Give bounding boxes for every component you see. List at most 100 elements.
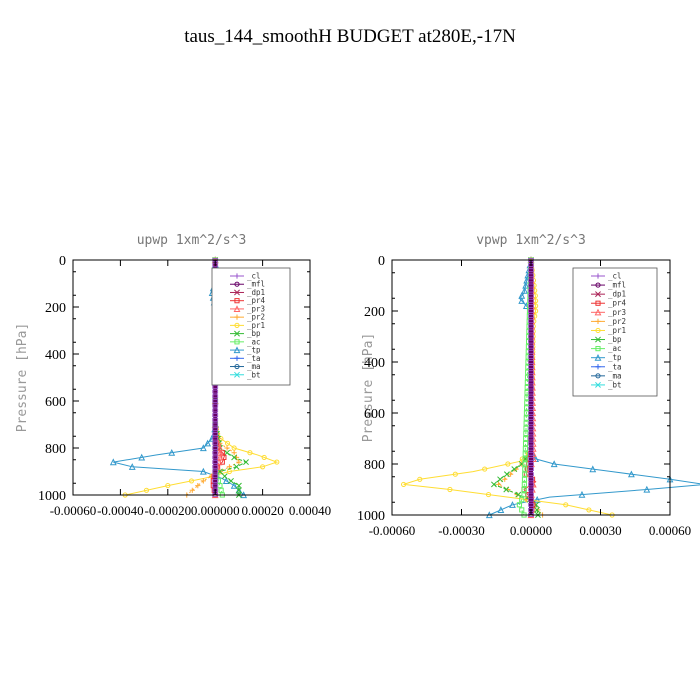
data-point-pr1 (165, 483, 171, 489)
legend-label-ac: _ac (247, 337, 261, 346)
data-point-pr1 (482, 466, 488, 472)
legend-label-dp1: _dp1 (608, 290, 626, 299)
legend-label-bp: _bp (608, 335, 622, 344)
data-point-pr1 (401, 481, 407, 487)
data-point-bp (233, 463, 240, 470)
legend-box (211, 267, 291, 386)
data-point-bp (228, 477, 234, 484)
x-tick-label: 0.000000 (191, 503, 240, 518)
data-point-cl (528, 456, 534, 461)
data-point-ac (522, 446, 528, 452)
data-point-pr2 (535, 507, 541, 513)
data-point-cl (212, 441, 219, 446)
data-point-tp (643, 485, 651, 493)
legend-label-ac: _ac (608, 344, 622, 353)
data-point-cl (212, 446, 219, 450)
data-point-ac (523, 425, 529, 431)
data-point-cl (528, 319, 534, 324)
x-tick-label: -0.00020 (145, 503, 192, 518)
data-point-cl (528, 421, 534, 426)
y-tick-label: 200 (45, 301, 66, 316)
legend-marker-mfl (234, 281, 240, 287)
panel-title: upwp 1xm^2/s^3 (137, 233, 247, 248)
legend-marker-ma (595, 373, 601, 379)
legend-label-pr1: _pr1 (608, 326, 626, 335)
x-tick-label: -0.00060 (50, 503, 97, 518)
data-point-cl (528, 344, 534, 349)
data-point-cl (528, 349, 534, 354)
legend-marker-tp (594, 353, 602, 361)
legend-label-ta: _ta (608, 362, 622, 371)
data-point-tp (199, 444, 207, 452)
legend-label-bt: _bt (608, 380, 622, 389)
legend-marker-ta (234, 355, 240, 361)
data-point-tp (168, 448, 176, 456)
y-tick-label: 1000 (38, 489, 66, 504)
legend-label-mfl: _mfl (608, 281, 626, 290)
data-point-pr1 (188, 478, 195, 484)
legend-label-ma: _ma (608, 371, 622, 380)
data-point-bp (534, 506, 540, 513)
data-point-pr1 (417, 476, 423, 482)
data-point-cl (528, 303, 534, 308)
data-point-pr2 (502, 476, 508, 482)
data-point-cl (212, 427, 219, 432)
data-point-cl (528, 288, 534, 293)
data-point-cl (528, 411, 534, 415)
data-point-pr1 (247, 450, 253, 456)
data-point-pr1 (563, 502, 569, 508)
y-tick-label: 1000 (357, 509, 385, 524)
legend-marker-pr4 (234, 298, 240, 304)
x-tick-label: -0.00060 (369, 523, 416, 538)
legend-marker-tp (233, 346, 241, 354)
series-line-pr1 (403, 259, 613, 516)
legend-marker-mfl (595, 282, 601, 288)
chart-panels: upwp 1xm^2/s^3 Pressure [hPa] 0 200 400 600 80… (15, 233, 700, 538)
data-point-tp (550, 460, 558, 468)
data-point-cl (528, 324, 534, 329)
legend-label-mfl: _mfl (247, 280, 265, 289)
legend-label-bp: _bp (247, 329, 261, 338)
data-point-pr1 (260, 464, 266, 470)
data-point-pr1 (586, 507, 592, 513)
data-point-ac (516, 502, 522, 508)
data-point-cl (528, 339, 534, 344)
data-point-ac (521, 492, 527, 498)
x-tick-label: -0.00040 (97, 503, 144, 518)
legend-marker-bt (234, 371, 240, 378)
data-point-pr1 (485, 492, 492, 498)
x-tick-label: -0.00030 (438, 523, 485, 538)
y-tick-label: 0 (378, 254, 385, 269)
x-tick-label: 0.00040 (289, 503, 331, 518)
y-axis-label: Pressure [hPa] (15, 323, 30, 433)
data-point-cl (528, 395, 534, 400)
legend-marker-cl (234, 273, 240, 279)
data-point-cl (528, 380, 534, 385)
data-point-cl (528, 502, 534, 507)
legend-marker-pr2 (234, 314, 240, 320)
data-point-cl (528, 441, 534, 446)
data-point-cl (212, 483, 219, 488)
plot-frame (72, 259, 311, 496)
data-point-cl (212, 469, 219, 474)
data-point-cl (212, 450, 219, 455)
data-point-pr1 (274, 459, 280, 465)
legend-label-pr1: _pr1 (247, 321, 265, 330)
data-point-cl (528, 400, 534, 405)
y-tick-label: 400 (45, 348, 66, 363)
data-point-ac (521, 486, 527, 493)
data-point-tp (222, 477, 230, 484)
data-point-cl (212, 474, 219, 479)
data-point-cl (212, 394, 219, 399)
data-point-cl (212, 460, 219, 465)
legend-label-tp: _tp (608, 353, 622, 362)
legend: _cl_mfl_dp1_pr4_pr3_pr2_pr1_bp_ac_tp_ta_… (211, 267, 291, 386)
data-point-tp (518, 297, 526, 304)
data-point-pr2 (508, 471, 514, 477)
data-point-cl (528, 354, 534, 359)
data-point-cl (212, 403, 219, 408)
data-point-bp (231, 454, 238, 461)
legend-label-dp1: _dp1 (247, 288, 265, 297)
data-point-bp (515, 491, 522, 498)
data-point-cl (528, 467, 534, 472)
